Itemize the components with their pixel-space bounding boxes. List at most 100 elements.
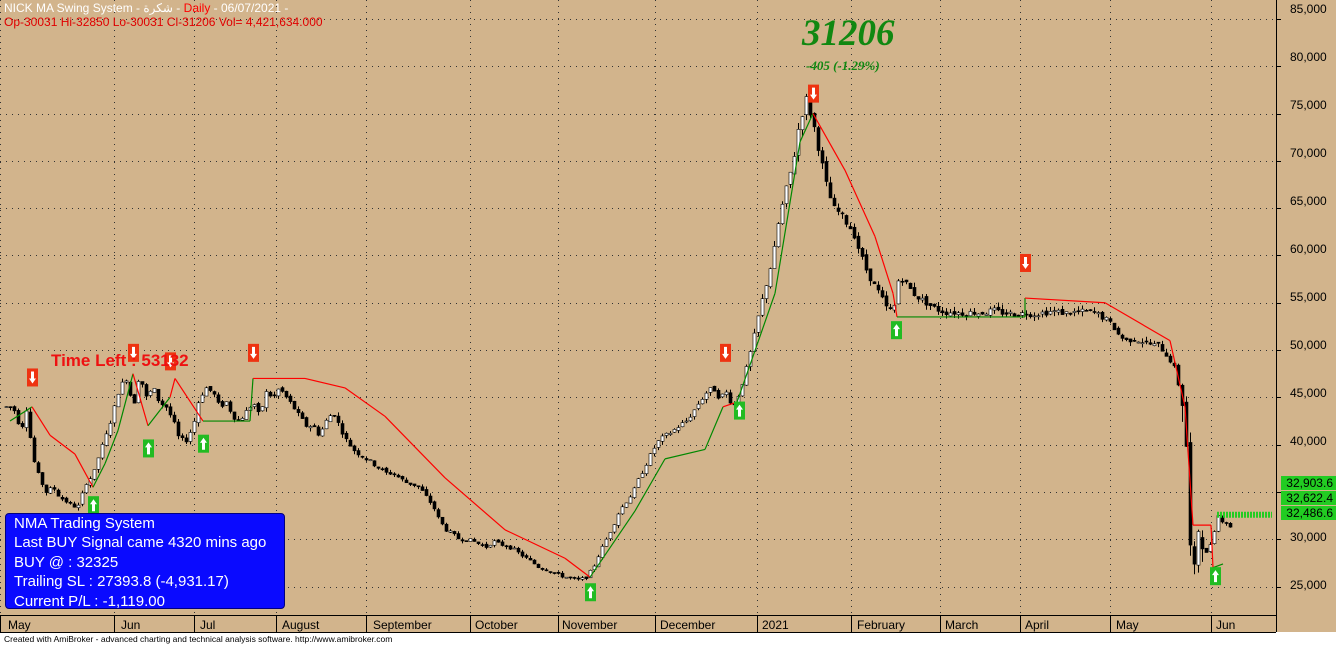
candle-body [508, 545, 513, 550]
buy-signal-arrow [143, 439, 154, 458]
sell-signal-arrow [128, 343, 139, 362]
trailing-stop-segment [589, 510, 636, 578]
candle-body [612, 524, 617, 533]
candle-body [524, 555, 529, 558]
candle-body [480, 544, 485, 546]
candle-body [452, 531, 457, 535]
candle-body [980, 311, 985, 315]
candle-body [296, 409, 301, 413]
candle-body [300, 412, 305, 419]
candle-body [952, 311, 957, 315]
candle-body [1220, 516, 1225, 523]
candle-body [512, 547, 517, 550]
candle-body [536, 563, 541, 568]
candle-body [252, 404, 257, 407]
plot-area [0, 0, 1276, 615]
candle-body [20, 423, 25, 427]
candle-body [1116, 327, 1121, 335]
trailing-stop-segment [1210, 525, 1214, 568]
y-tick-label: 25,000 [1290, 578, 1327, 592]
candle-body [168, 406, 173, 416]
candle-body [504, 545, 509, 548]
candle-body [48, 487, 53, 494]
candle-body [860, 248, 865, 257]
x-month-label: May [8, 618, 31, 632]
header-title: NICK MA Swing System - شكرة - [4, 1, 181, 15]
candle-body [228, 401, 233, 412]
candle-body [664, 432, 669, 436]
candle-body [120, 381, 125, 395]
candle-body [240, 418, 245, 421]
x-month-label: Jul [200, 618, 216, 632]
candle-body [800, 116, 805, 131]
candle-body [316, 426, 321, 436]
candle-body [868, 268, 873, 282]
candle-body [460, 539, 465, 542]
candle-body [404, 479, 409, 484]
candle-body [996, 306, 1001, 311]
candle-body [728, 392, 733, 404]
candle-body [1092, 311, 1097, 313]
candle-body [32, 437, 37, 463]
trailing-stop-segment [1104, 302, 1171, 342]
candle-body [704, 392, 709, 400]
candle-body [1128, 338, 1133, 343]
candle-body [56, 489, 61, 497]
candle-body [200, 394, 205, 403]
candle-body [908, 282, 913, 289]
sell-signal-arrow [720, 343, 731, 362]
candle-body [784, 185, 789, 204]
candle-body [920, 297, 925, 301]
candle-body [804, 96, 809, 115]
trailing-stop-segment [92, 463, 106, 488]
candle-body [220, 401, 225, 407]
candle-body [876, 284, 881, 291]
candle-body [1008, 311, 1013, 314]
candle-body [4, 406, 9, 408]
sell-signal-arrow [1020, 253, 1031, 272]
candle-body [148, 390, 153, 396]
candle-body [896, 280, 901, 305]
candle-body [236, 419, 241, 421]
candle-body [1080, 308, 1085, 312]
candle-body [724, 391, 729, 395]
candle-body [1004, 312, 1009, 315]
candle-body [780, 203, 785, 225]
candle-body [444, 523, 449, 532]
candle-body [900, 280, 905, 283]
candle-body [288, 395, 293, 402]
candle-body [1176, 364, 1181, 386]
trailing-stop-segment [31, 406, 51, 436]
candle-body [1168, 355, 1173, 363]
candle-body [772, 246, 777, 269]
candle-body [68, 501, 73, 504]
candle-body [1124, 337, 1129, 340]
candle-body [368, 459, 373, 461]
y-tick-label: 45,000 [1290, 386, 1327, 400]
candle-body [424, 489, 429, 496]
trailing-stop-segment [1212, 563, 1224, 569]
candle-body [396, 474, 401, 478]
y-tick-label: 65,000 [1290, 194, 1327, 208]
buy-signal-arrow [734, 401, 745, 420]
candle-body [372, 460, 377, 467]
candle-body [1216, 515, 1221, 532]
candle-body [188, 432, 193, 442]
candle-body [556, 571, 561, 574]
candle-body [80, 492, 85, 505]
candle-body [1104, 316, 1109, 321]
candle-body [412, 483, 417, 486]
y-tick-label: 80,000 [1290, 50, 1327, 64]
candle-body [564, 576, 569, 579]
candle-body [304, 417, 309, 427]
candle-body [28, 411, 33, 438]
header-date: - 06/07/2021 - [213, 1, 289, 15]
trailing-stop-segment [634, 458, 666, 512]
candle-body [436, 509, 441, 518]
footer-credit: Created with AmiBroker - advanced charti… [4, 634, 393, 644]
trailing-stop-segment [892, 293, 898, 318]
candle-body [584, 576, 589, 579]
candle-body [988, 308, 993, 316]
trailing-stop-segment [504, 529, 566, 559]
candle-body [640, 473, 645, 478]
